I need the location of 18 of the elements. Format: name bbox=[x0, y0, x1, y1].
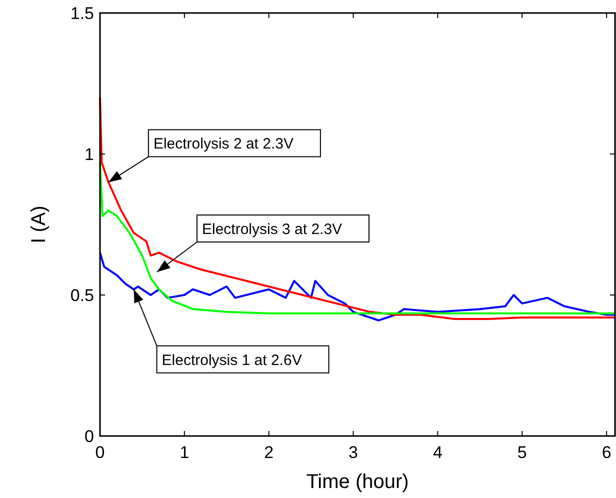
line-series bbox=[99, 161, 616, 314]
line-series bbox=[99, 96, 616, 320]
y-tick-label: 0.5 bbox=[70, 286, 94, 305]
y-tick-label: 1 bbox=[84, 145, 94, 164]
x-tick-label: 1 bbox=[180, 443, 190, 462]
annotation: Electrolysis 2 at 2.3V bbox=[153, 136, 294, 153]
y-tick-label: 1.5 bbox=[70, 4, 94, 23]
x-tick-label: 4 bbox=[432, 443, 442, 462]
line-series bbox=[99, 252, 616, 322]
y-tick-label: 0 bbox=[84, 427, 94, 446]
x-tick-label: 3 bbox=[348, 443, 358, 462]
x-tick-label: 2 bbox=[264, 443, 274, 462]
x-tick-label: 5 bbox=[517, 443, 527, 462]
annotation: Electrolysis 1 at 2.6V bbox=[162, 352, 302, 369]
x-axis-title: Time (hour) bbox=[306, 471, 409, 493]
y-axis-title: I (A) bbox=[28, 206, 50, 244]
annotation: Electrolysis 3 at 2.3V bbox=[202, 221, 342, 238]
x-tick-label: 6 bbox=[602, 443, 612, 462]
